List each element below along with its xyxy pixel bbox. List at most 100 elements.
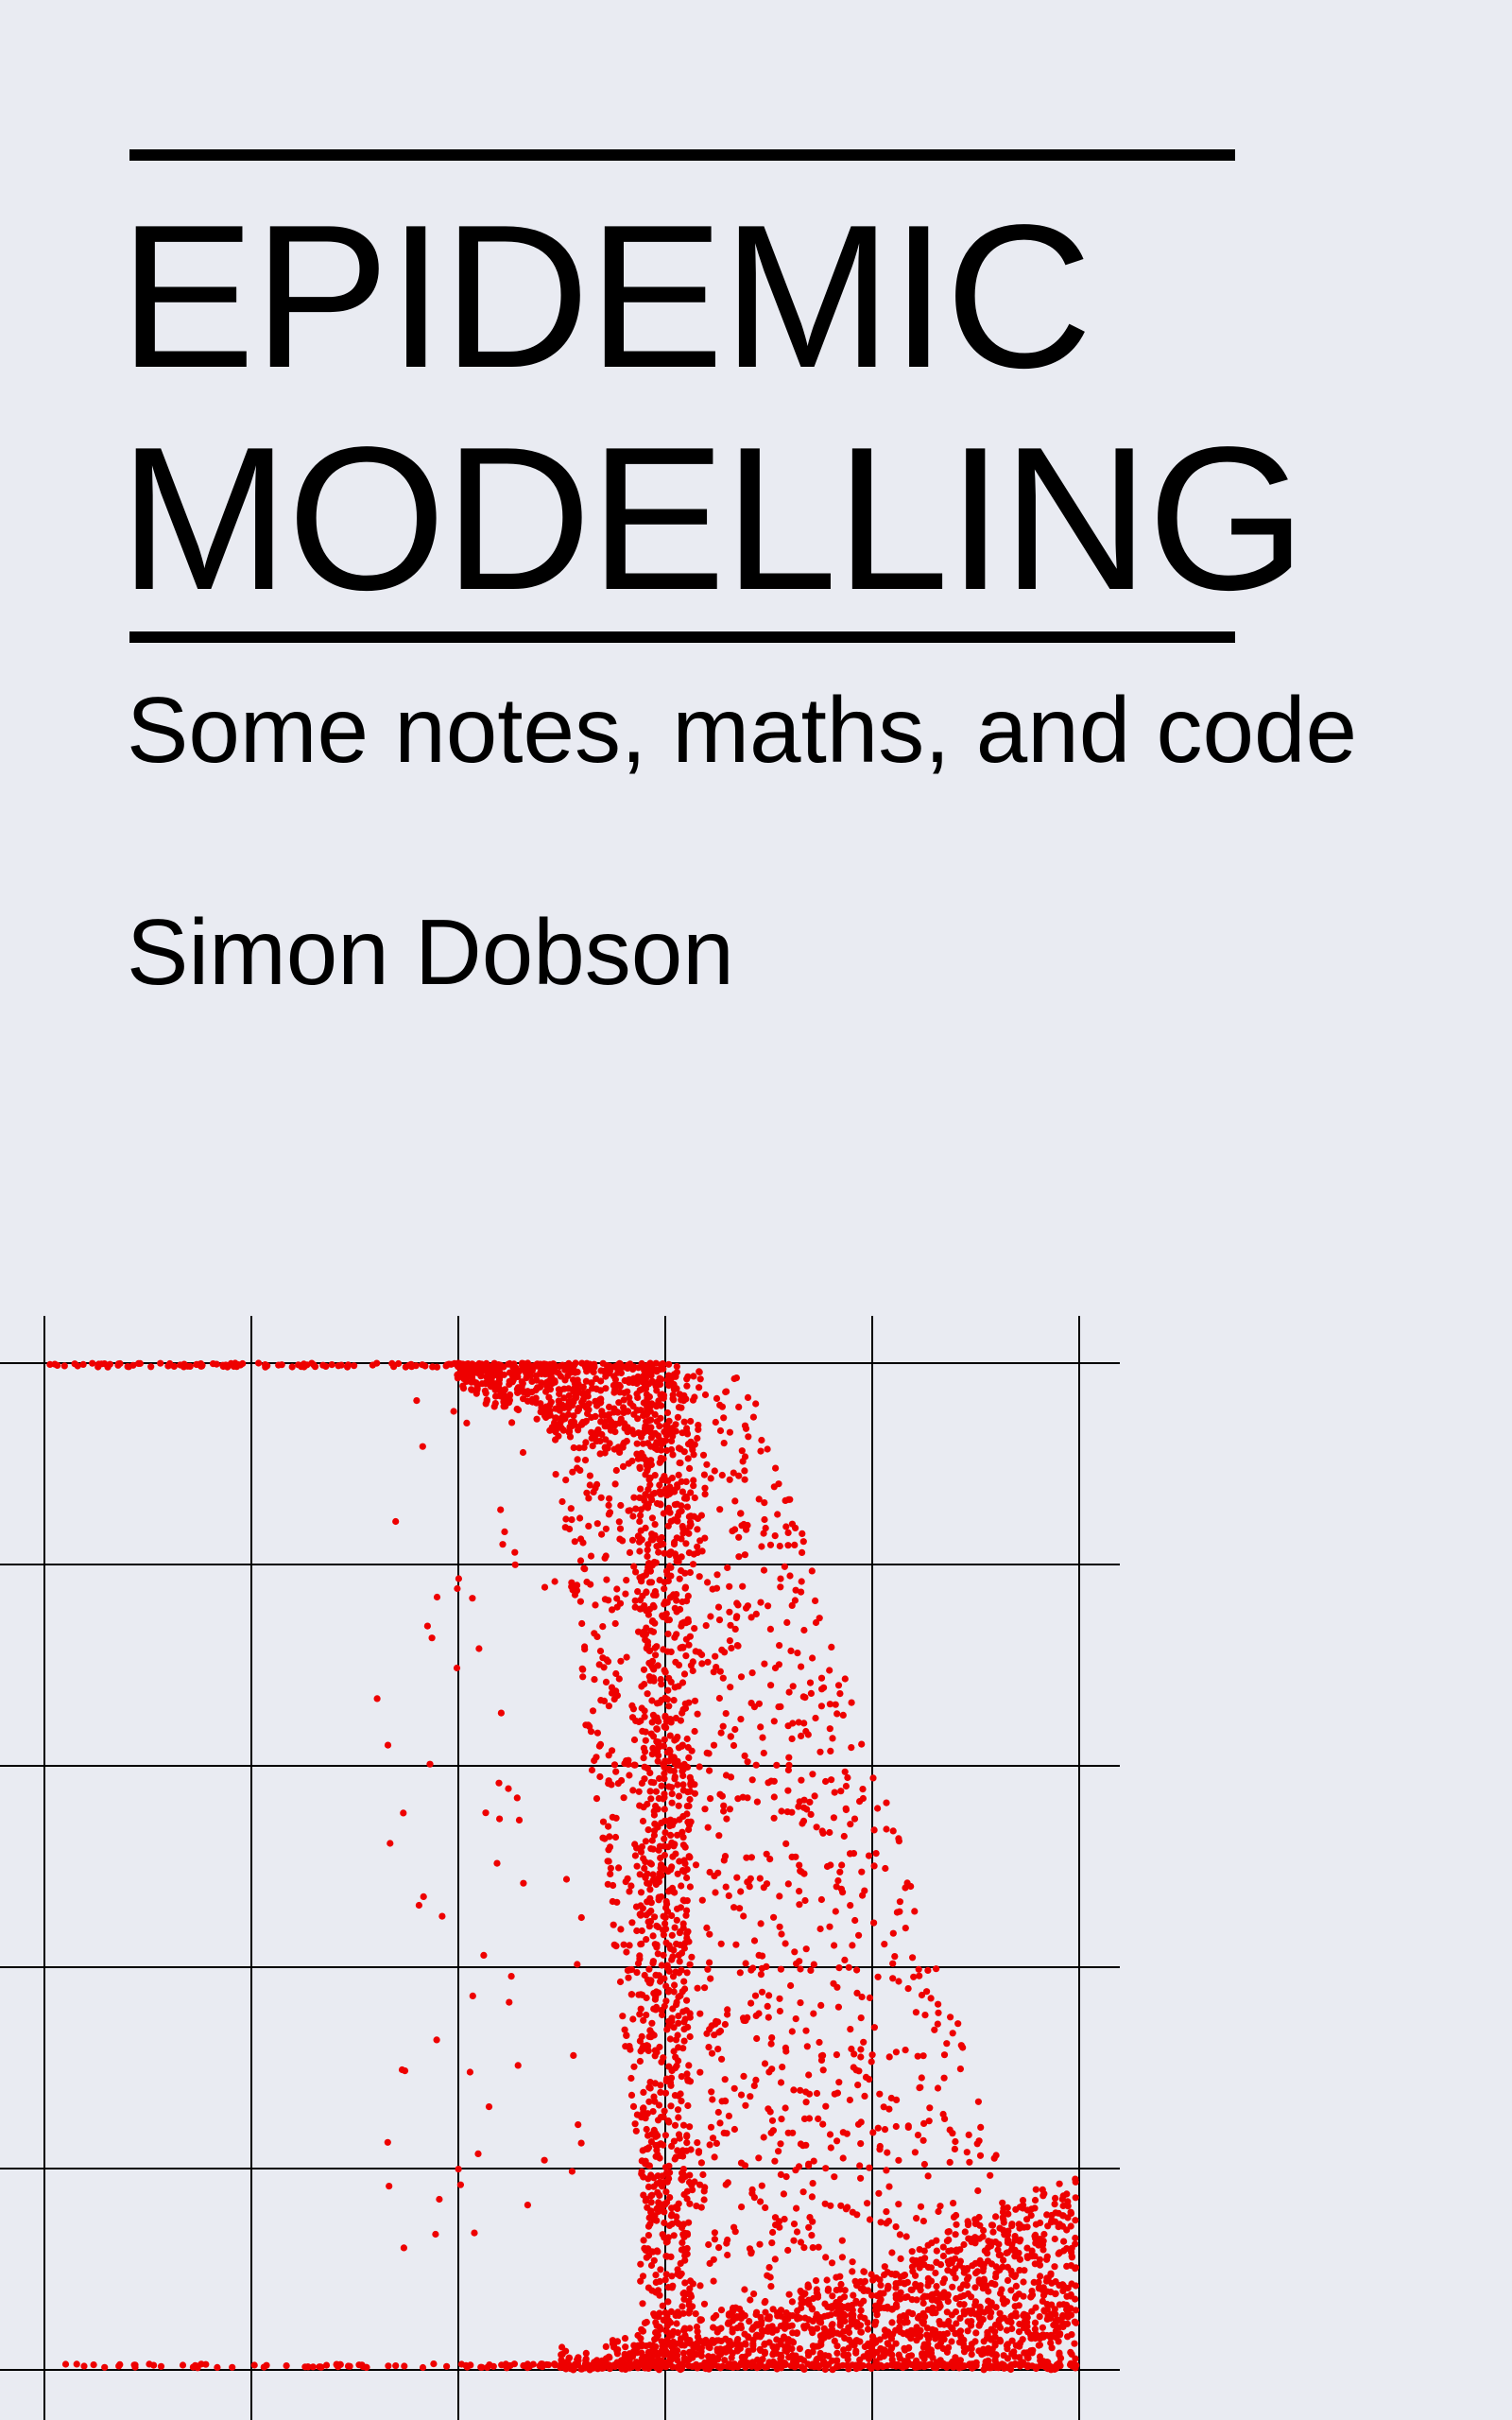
scatter-point	[544, 1364, 552, 1372]
scatter-point	[333, 2361, 340, 2369]
scatter-point	[665, 1549, 673, 1557]
scatter-point	[717, 2325, 725, 2332]
scatter-point	[579, 1673, 587, 1681]
scatter-point	[919, 2218, 928, 2225]
scatter-point	[848, 2045, 855, 2053]
scatter-point	[660, 1912, 667, 1920]
scatter-point	[784, 2129, 792, 2136]
scatter-point	[987, 2313, 994, 2321]
scatter-point	[582, 1439, 590, 1446]
scatter-point	[770, 1814, 778, 1822]
scatter-point	[969, 2364, 976, 2372]
scatter-point	[647, 2207, 655, 2215]
scatter-point	[722, 1710, 730, 1718]
scatter-point	[703, 1924, 711, 1931]
scatter-point	[568, 2168, 576, 2175]
scatter-point	[438, 1912, 446, 1920]
scatter-point	[562, 1477, 570, 1484]
scatter-point	[611, 1428, 619, 1436]
scatter-point	[885, 2105, 893, 2113]
scatter-point	[798, 1663, 805, 1670]
scatter-point	[872, 2337, 880, 2344]
scatter-point	[749, 1413, 758, 1421]
scatter-point	[627, 2074, 635, 2083]
scatter-point	[1072, 2282, 1079, 2290]
scatter-point	[864, 2287, 871, 2294]
scatter-point	[748, 1669, 756, 1677]
scatter-point	[1036, 2256, 1043, 2263]
scatter-point	[721, 1649, 729, 1656]
scatter-point	[855, 1931, 863, 1939]
scatter-point	[649, 1628, 658, 1635]
scatter-point	[335, 1362, 342, 1370]
scatter-point	[949, 2283, 956, 2290]
scatter-point	[902, 1925, 909, 1932]
scatter-point	[857, 2307, 865, 2314]
scatter-point	[935, 2009, 942, 2016]
scatter-point	[689, 1561, 697, 1568]
scatter-point	[767, 2040, 775, 2048]
scatter-point	[661, 1770, 668, 1777]
scatter-point	[520, 1879, 527, 1887]
scatter-point	[624, 1966, 632, 1974]
scatter-point	[911, 1908, 919, 1915]
scatter-point	[283, 2362, 290, 2370]
scatter-point	[1019, 2197, 1027, 2204]
scatter-point	[773, 2326, 781, 2334]
scatter-point	[664, 1507, 672, 1515]
scatter-point	[712, 1889, 719, 1896]
scatter-point	[696, 2316, 704, 2324]
scatter-point	[782, 1523, 790, 1530]
scatter-point	[576, 1514, 584, 1522]
scatter-point	[646, 1788, 654, 1795]
scatter-point	[844, 2351, 852, 2359]
scatter-point	[667, 1572, 675, 1580]
scatter-point	[1050, 2321, 1057, 2329]
scatter-point	[818, 1685, 826, 1693]
scatter-point	[795, 1803, 802, 1810]
scatter-point	[1007, 2319, 1015, 2326]
scatter-point	[686, 2307, 694, 2314]
scatter-point	[665, 1703, 673, 1710]
scatter-point	[650, 1558, 659, 1566]
scatter-point	[645, 1393, 654, 1401]
scatter-point	[499, 1541, 507, 1548]
scatter-point	[660, 2316, 667, 2324]
scatter-point	[660, 1951, 667, 1959]
scatter-point	[753, 2356, 762, 2363]
scatter-point	[799, 1530, 806, 1537]
scatter-point	[840, 2346, 848, 2354]
scatter-point	[610, 1373, 618, 1380]
scatter-point	[222, 1361, 230, 1369]
scatter-point	[758, 1436, 765, 1444]
scatter-point	[912, 2272, 919, 2279]
scatter-point	[883, 2167, 890, 2174]
scatter-point	[833, 2357, 841, 2364]
scatter-point	[880, 2103, 887, 2111]
scatter-point	[666, 1816, 675, 1824]
scatter-point	[1040, 2230, 1048, 2238]
scatter-point	[793, 2329, 800, 2337]
scatter-point	[681, 2325, 689, 2332]
scatter-point	[888, 2249, 896, 2256]
scatter-point	[605, 2353, 612, 2361]
scatter-point	[519, 1379, 526, 1387]
scatter-point	[674, 1413, 682, 1421]
scatter-point	[860, 2268, 868, 2275]
scatter-point	[664, 2350, 672, 2358]
scatter-point	[872, 2307, 880, 2314]
scatter-point	[469, 1992, 476, 1999]
scatter-point	[640, 1754, 647, 1762]
scatter-point	[1052, 2194, 1059, 2202]
scatter-point	[948, 2362, 956, 2370]
scatter-point	[681, 1700, 689, 1707]
scatter-point	[755, 1495, 763, 1503]
scatter-point	[643, 1624, 650, 1632]
scatter-point	[491, 1400, 499, 1408]
scatter-point	[661, 1579, 668, 1586]
scatter-point	[761, 2060, 769, 2067]
scatter-point	[830, 1814, 838, 1822]
scatter-point	[725, 2112, 733, 2119]
scatter-point	[637, 1991, 644, 1998]
scatter-point	[607, 1870, 614, 1877]
